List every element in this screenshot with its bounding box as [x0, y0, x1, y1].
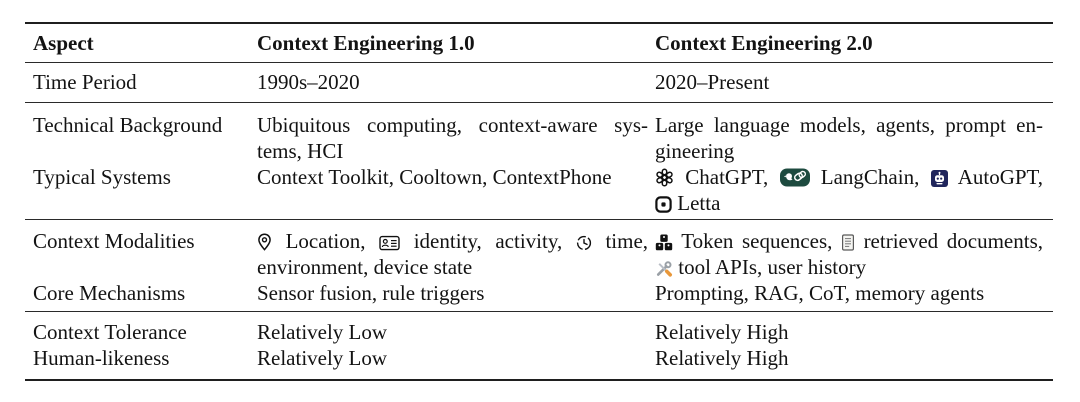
row-group-modalities-mechanisms: Context Modalities Core Mechanisms Locat… [25, 219, 1053, 311]
header-context-engineering-1: Context Engineering 1.0 [257, 31, 475, 55]
map-pin-icon [257, 233, 272, 251]
modalities-ce1-location: Location, [285, 229, 366, 253]
id-card-icon [379, 235, 400, 251]
context-modalities-label: Context Modalities [33, 229, 195, 253]
ce1-column-cell: Location, identity, activity, time, envi… [249, 228, 650, 306]
ce2-column-cell: Large language models, agents, prompt en… [650, 112, 1053, 216]
ce2-column-cell: Token sequences, retrieved documents, to… [650, 228, 1053, 306]
context-modalities-ce2-line1: Token sequences, retrieved documents, [655, 228, 1043, 254]
table-header-row: Aspect Context Engineering 1.0 Context E… [25, 24, 1053, 62]
header-aspect: Aspect [33, 31, 94, 55]
ce1-column-cell: Relatively Low Relatively Low [249, 319, 650, 371]
technical-background-ce2-line2: gineering [655, 139, 735, 163]
spacer-line [33, 138, 249, 164]
human-likeness-ce1: Relatively Low [257, 346, 388, 370]
typical-systems-langchain: LangChain, [820, 165, 920, 189]
typical-systems-ce2-line2: Letta [655, 190, 1043, 216]
time-period-ce2: 2020–Present [655, 70, 770, 94]
typical-systems-ce1: Context Toolkit, Cooltown, ContextPhone [257, 165, 612, 189]
row-time-period: Time Period 1990s–2020 2020–Present [25, 62, 1053, 102]
autogpt-icon [930, 170, 948, 187]
typical-systems-chatgpt: ChatGPT, [685, 165, 769, 189]
openai-chatgpt-icon [655, 168, 674, 187]
typical-systems-ce2-line1: ChatGPT, LangChain, AutoGPT, [655, 164, 1043, 190]
context-modalities-ce1-line2: environment, device state [257, 255, 473, 279]
document-page-icon [841, 234, 855, 251]
time-period-label: Time Period [33, 70, 137, 94]
spacer-line [257, 190, 648, 216]
ce1-column-cell: Ubiquitous computing, context-aware sys-… [249, 112, 650, 216]
letta-icon [655, 196, 672, 213]
typical-systems-letta: Letta [677, 191, 721, 215]
stacked-boxes-icon [655, 234, 673, 251]
row-group-background-systems: Technical Background Typical Systems Ubi… [25, 102, 1053, 219]
core-mechanisms-ce1: Sensor fusion, rule triggers [257, 281, 485, 305]
context-tolerance-ce1: Relatively Low [257, 320, 388, 344]
aspect-column-cell: Context Modalities Core Mechanisms [25, 228, 249, 306]
context-modalities-ce2-line2: tool APIs, user history [655, 254, 1043, 280]
context-modalities-ce1-line1: Location, identity, activity, time, [257, 228, 648, 254]
core-mechanisms-ce2: Prompting, RAG, CoT, memory agents [655, 281, 985, 305]
aspect-column-cell: Context Tolerance Human-likeness [25, 319, 249, 371]
modalities-ce1-identity-activity: identity, activity, [413, 229, 563, 253]
time-period-ce1: 1990s–2020 [257, 70, 360, 94]
typical-systems-label: Typical Systems [33, 165, 171, 189]
technical-background-label: Technical Background [33, 113, 223, 137]
clock-icon [576, 235, 592, 251]
modalities-ce2-retrieved-documents: retrieved documents, [863, 229, 1044, 253]
technical-background-ce1-line1: Ubiquitous computing, context-aware sys- [257, 113, 648, 137]
modalities-ce2-tool-apis: tool APIs, user history [678, 255, 867, 279]
technical-background-ce2-line1: Large language models, agents, prompt en… [655, 113, 1043, 137]
context-tolerance-ce2: Relatively High [655, 320, 789, 344]
context-tolerance-label: Context Tolerance [33, 320, 187, 344]
human-likeness-label: Human-likeness [33, 346, 170, 370]
crossed-tools-icon [655, 261, 673, 277]
typical-systems-autogpt: AutoGPT, [957, 165, 1044, 189]
aspect-column-cell: Technical Background Typical Systems [25, 112, 249, 216]
core-mechanisms-label: Core Mechanisms [33, 281, 186, 305]
langchain-icon [779, 168, 810, 187]
modalities-ce1-time: time, [605, 229, 649, 253]
modalities-ce2-token-sequences: Token sequences, [681, 229, 833, 253]
spacer-line [33, 254, 249, 280]
spacer-line [33, 190, 249, 216]
row-group-tolerance-humanlikeness: Context Tolerance Human-likeness Relativ… [25, 311, 1053, 379]
comparison-table: Aspect Context Engineering 1.0 Context E… [25, 22, 1053, 381]
human-likeness-ce2: Relatively High [655, 346, 789, 370]
header-context-engineering-2: Context Engineering 2.0 [655, 31, 873, 55]
ce2-column-cell: Relatively High Relatively High [650, 319, 1053, 371]
technical-background-ce1-line2: tems, HCI [257, 139, 344, 163]
